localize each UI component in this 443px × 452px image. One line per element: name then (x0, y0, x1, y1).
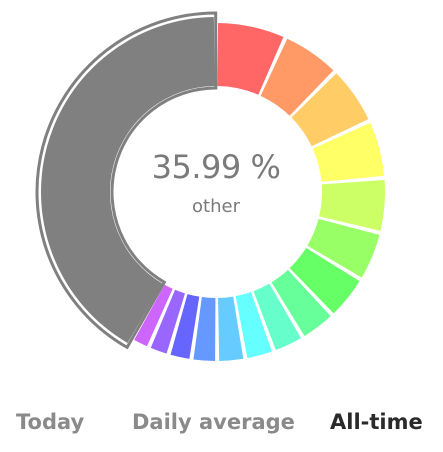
time-range-tabs: Today Daily average All-time (0, 402, 443, 442)
tab-daily-average[interactable]: Daily average (132, 410, 295, 434)
slice-11[interactable] (218, 296, 244, 361)
slice-12[interactable] (193, 297, 216, 361)
slice-7[interactable] (289, 247, 360, 314)
slice-6[interactable] (307, 218, 380, 278)
slice-10[interactable] (235, 292, 272, 359)
tab-all-time[interactable]: All-time (330, 410, 423, 434)
center-value: 35.99 % (151, 148, 281, 186)
slice-14[interactable] (150, 289, 185, 354)
slice-5[interactable] (319, 179, 385, 231)
slice-9[interactable] (253, 283, 301, 351)
slice-3[interactable] (291, 73, 369, 147)
center-label: other (192, 196, 240, 217)
donut-chart (35, 11, 385, 361)
slice-13[interactable] (170, 294, 200, 359)
slice-8[interactable] (271, 269, 331, 336)
slice-other[interactable] (41, 17, 215, 343)
slice-15[interactable] (134, 284, 173, 347)
slice-1[interactable] (217, 23, 284, 95)
slice-2[interactable] (260, 38, 334, 116)
slice-4[interactable] (312, 122, 385, 182)
tab-today[interactable]: Today (16, 410, 85, 434)
